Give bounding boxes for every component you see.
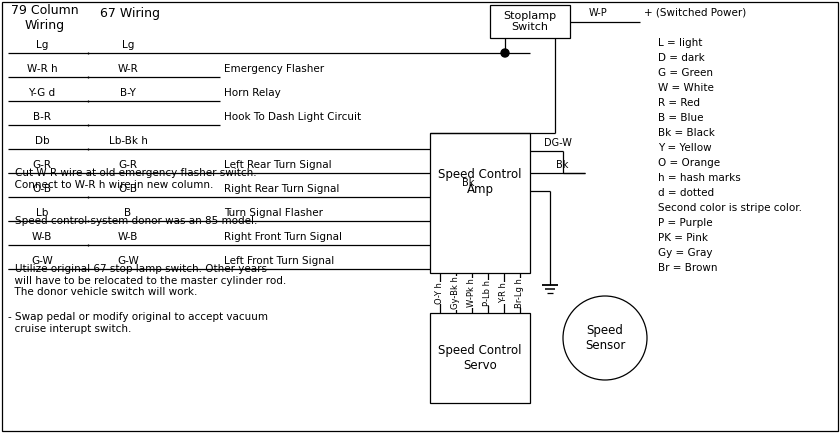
Text: PK = Pink: PK = Pink (658, 233, 708, 243)
Text: Lg: Lg (36, 40, 48, 50)
Text: W-R: W-R (118, 64, 139, 74)
Bar (430, 313, 530, 403)
Text: O-Y h: O-Y h (435, 282, 444, 304)
Text: Speed Control
Servo: Speed Control Servo (438, 344, 522, 372)
Text: G-R: G-R (118, 160, 138, 170)
Text: G-W: G-W (31, 256, 53, 266)
Text: - Swap pedal or modify original to accept vacuum
  cruise interupt switch.: - Swap pedal or modify original to accep… (8, 312, 268, 333)
Text: G-W: G-W (117, 256, 139, 266)
Text: Lb-Bk h: Lb-Bk h (108, 136, 148, 146)
Text: Y-G d: Y-G d (29, 88, 55, 98)
Text: Left Rear Turn Signal: Left Rear Turn Signal (224, 160, 332, 170)
Text: Bk: Bk (462, 178, 475, 188)
Text: P-Lb h: P-Lb h (484, 280, 492, 306)
Text: h = hash marks: h = hash marks (658, 173, 741, 183)
Text: Gy-Bk h: Gy-Bk h (452, 277, 460, 310)
Text: 79 Column
Wiring: 79 Column Wiring (11, 4, 79, 32)
Text: - Utilize original 67 stop lamp switch. Other years
  will have to be relocated : - Utilize original 67 stop lamp switch. … (8, 264, 286, 297)
Bar (490, 5, 570, 38)
Text: W-B: W-B (118, 232, 139, 242)
Text: Bk = Black: Bk = Black (658, 128, 715, 138)
Text: G = Green: G = Green (658, 68, 713, 78)
Text: Lg: Lg (122, 40, 134, 50)
Text: Db: Db (34, 136, 50, 146)
Text: Horn Relay: Horn Relay (224, 88, 281, 98)
Text: Right Rear Turn Signal: Right Rear Turn Signal (224, 184, 339, 194)
Text: Hook To Dash Light Circuit: Hook To Dash Light Circuit (224, 112, 361, 122)
Text: B: B (124, 208, 132, 218)
Text: Left Front Turn Signal: Left Front Turn Signal (224, 256, 334, 266)
Text: R = Red: R = Red (658, 98, 700, 108)
Text: G-R: G-R (33, 160, 51, 170)
Text: P = Purple: P = Purple (658, 218, 712, 228)
Text: Br-Lg h: Br-Lg h (516, 278, 524, 308)
Text: Speed
Sensor: Speed Sensor (585, 324, 625, 352)
Text: - Cut W-R wire at old emergency flasher switch.
  Connect to W-R h wire in new c: - Cut W-R wire at old emergency flasher … (8, 168, 257, 190)
Text: Gy = Gray: Gy = Gray (658, 248, 712, 258)
Text: W = White: W = White (658, 83, 714, 93)
Text: + (Switched Power): + (Switched Power) (644, 7, 746, 17)
Text: W-Pk h: W-Pk h (468, 278, 476, 307)
Text: Speed Control
Amp: Speed Control Amp (438, 168, 522, 196)
Text: Right Front Turn Signal: Right Front Turn Signal (224, 232, 342, 242)
Text: 67 Wiring: 67 Wiring (100, 6, 160, 19)
Text: Turn Signal Flasher: Turn Signal Flasher (224, 208, 323, 218)
Text: - Speed control system donor was an 85 model.: - Speed control system donor was an 85 m… (8, 216, 257, 226)
Text: B-Y: B-Y (120, 88, 136, 98)
Text: Y = Yellow: Y = Yellow (658, 143, 711, 153)
Text: d = dotted: d = dotted (658, 188, 714, 198)
Text: D = dark: D = dark (658, 53, 705, 63)
Text: W-P: W-P (589, 7, 607, 17)
Text: Stoplamp
Switch: Stoplamp Switch (503, 11, 557, 32)
Text: Br = Brown: Br = Brown (658, 263, 717, 273)
Circle shape (501, 49, 509, 57)
Text: W-R h: W-R h (27, 64, 57, 74)
Text: Y-R h: Y-R h (500, 283, 508, 304)
Text: DG-W: DG-W (544, 138, 572, 148)
Text: O = Orange: O = Orange (658, 158, 720, 168)
Text: B-R: B-R (33, 112, 51, 122)
Text: O-B: O-B (33, 184, 51, 194)
Text: W-B: W-B (32, 232, 52, 242)
Text: L = light: L = light (658, 38, 702, 48)
Bar (430, 133, 530, 273)
Text: O-B: O-B (118, 184, 138, 194)
Text: B = Blue: B = Blue (658, 113, 704, 123)
Text: Emergency Flasher: Emergency Flasher (224, 64, 324, 74)
Text: Lb: Lb (36, 208, 48, 218)
Text: Second color is stripe color.: Second color is stripe color. (658, 203, 802, 213)
Text: Bk: Bk (556, 160, 568, 170)
